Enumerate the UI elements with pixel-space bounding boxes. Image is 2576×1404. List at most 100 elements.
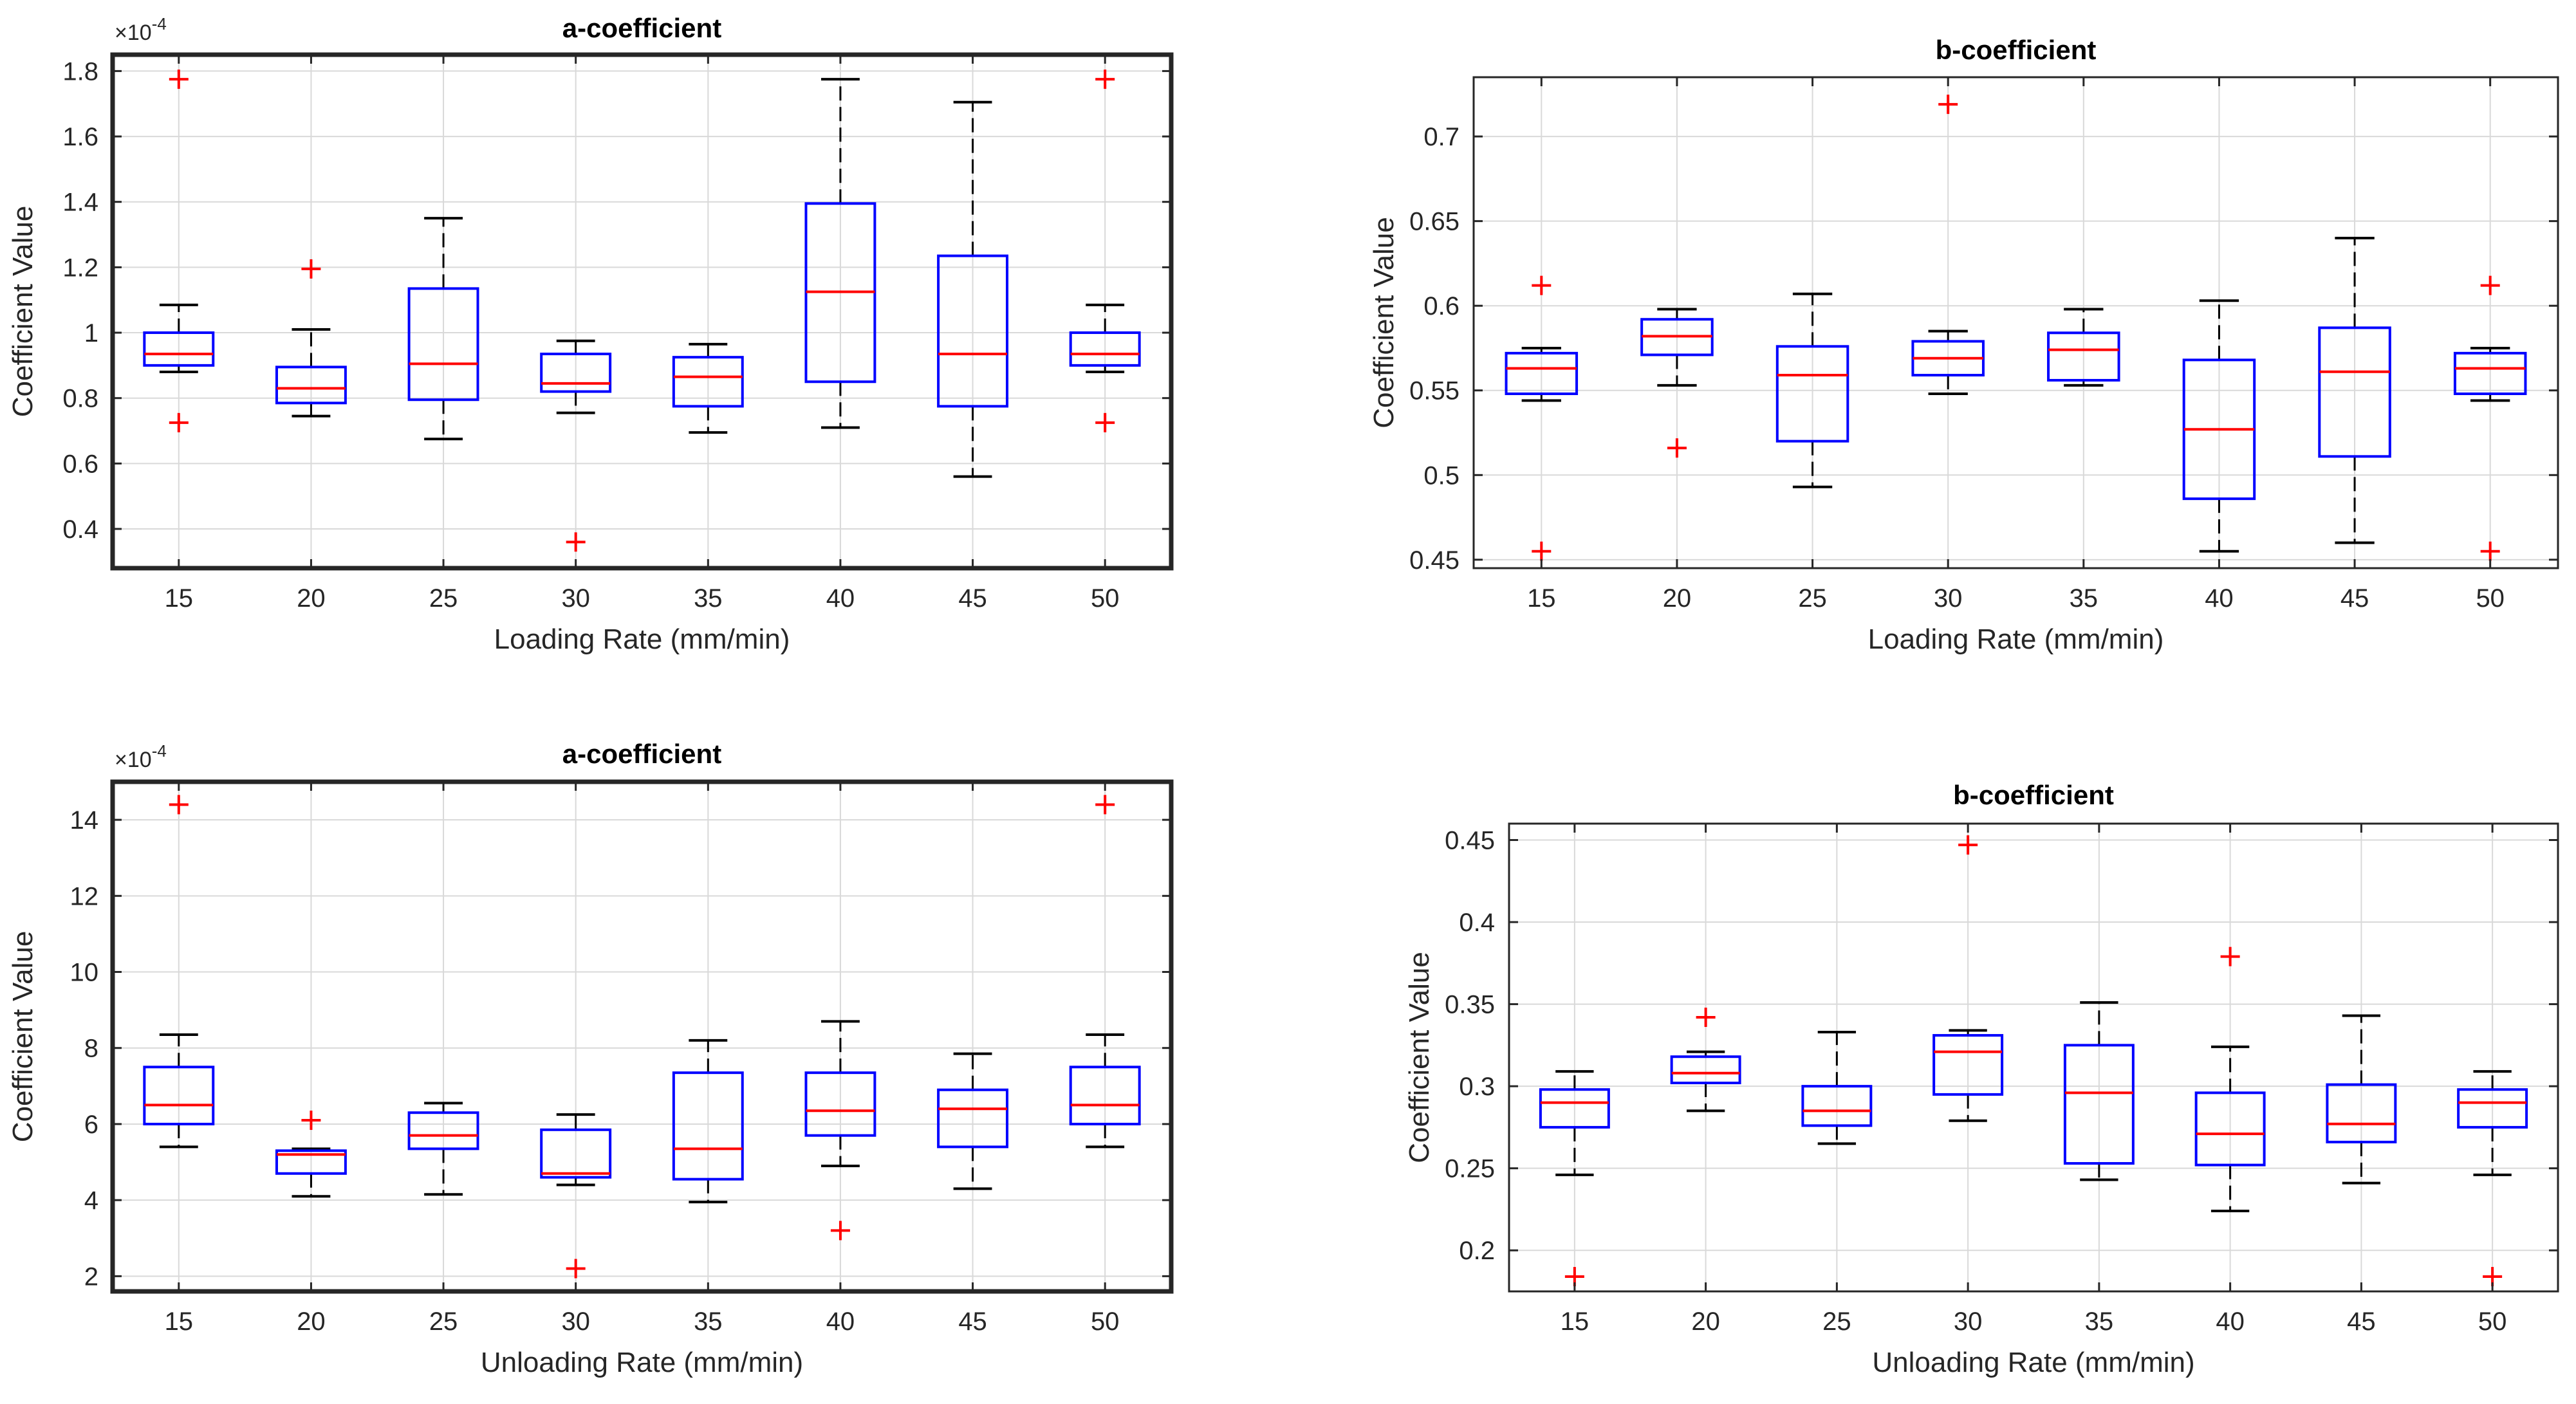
- iqr-box: [143, 331, 215, 367]
- iqr-box: [275, 1149, 347, 1175]
- y-tick-label: 0.6: [62, 450, 98, 478]
- outlier-marker: [2480, 275, 2500, 295]
- x-tick-label: 15: [1561, 1307, 1589, 1336]
- box-25: [1775, 292, 1849, 488]
- y-tick-label: 4: [84, 1187, 98, 1215]
- iqr-box: [672, 356, 744, 408]
- plot-area: [113, 55, 1171, 568]
- box-20: [1670, 1008, 1741, 1113]
- box-40: [2194, 947, 2266, 1213]
- box-30: [1932, 835, 2004, 1122]
- outlier-marker: [169, 795, 189, 815]
- chart-panel-2: 15 20 25 30 35 40 45 50 0.45 0.5 0.55 0.6 0.65 0.7 b-c…: [1368, 35, 2559, 655]
- x-tick-label: 15: [165, 584, 194, 613]
- y-tick-label: 0.35: [1445, 991, 1495, 1019]
- x-axis-label: Unloading Rate (mm/min): [481, 1347, 803, 1378]
- outlier-marker: [1938, 95, 1958, 115]
- box-35: [2063, 1001, 2135, 1181]
- x-tick-label: 20: [297, 1307, 326, 1336]
- x-tick-label: 35: [694, 584, 723, 613]
- chart-panel-1: 15 20 25 30 35 40 45 50 0.4 0.6 0.8 1 1.2 1.4 1.6 1.8 a-…: [7, 13, 1174, 655]
- x-tick-label: 30: [1954, 1307, 1983, 1336]
- box-45: [2318, 236, 2391, 544]
- box-50: [2457, 1070, 2528, 1287]
- outlier-marker: [169, 69, 189, 89]
- box-45: [937, 100, 1009, 478]
- x-tick-label: 15: [1527, 584, 1556, 613]
- y-tick-label: 0.8: [62, 385, 98, 413]
- box-50: [1069, 795, 1141, 1149]
- iqr-box: [672, 1071, 744, 1181]
- box-25: [1801, 1030, 1873, 1145]
- box-15: [1539, 1070, 1610, 1287]
- box-40: [804, 1020, 876, 1241]
- y-tick-label: 0.5: [1423, 461, 1459, 490]
- y-axis-label: Coefficient Value: [1404, 952, 1435, 1163]
- x-tick-label: 50: [2476, 584, 2505, 613]
- box-30: [540, 1113, 612, 1279]
- y-tick-label: 0.65: [1409, 208, 1459, 236]
- outlier-marker: [301, 1111, 321, 1131]
- box-45: [2326, 1014, 2397, 1185]
- iqr-box: [540, 1128, 612, 1179]
- x-tick-label: 25: [429, 1307, 458, 1336]
- x-axis-label: Loading Rate (mm/min): [1868, 623, 2164, 655]
- axis-exponent-label: ×10-4: [115, 14, 167, 45]
- outlier-marker: [2480, 541, 2500, 561]
- x-tick-label: 25: [429, 584, 458, 613]
- axis-exponent-base: ×10: [115, 748, 152, 772]
- iqr-box: [407, 1111, 479, 1150]
- y-tick-label: 0.25: [1445, 1155, 1495, 1183]
- y-axis-label: Coefficient Value: [1368, 217, 1400, 429]
- x-tick-label: 50: [1091, 584, 1120, 613]
- plot-area: [1509, 824, 2558, 1291]
- x-tick-label: 40: [2205, 584, 2234, 613]
- box-25: [407, 217, 479, 441]
- y-tick-label: 0.2: [1459, 1237, 1495, 1265]
- y-tick-label: 0.45: [1445, 827, 1495, 855]
- chart-title: a-coefficient: [562, 13, 721, 43]
- axes-frame: [110, 52, 1174, 571]
- outlier-marker: [2220, 947, 2240, 966]
- x-tick-label: 50: [1091, 1307, 1120, 1336]
- box-35: [672, 1039, 744, 1204]
- iqr-box: [1801, 1085, 1873, 1127]
- axes-frame: [1472, 76, 2559, 569]
- outlier-marker: [1095, 795, 1115, 815]
- y-tick-label: 0.3: [1459, 1073, 1495, 1101]
- y-tick-label: 10: [70, 959, 99, 987]
- plot-area: [1474, 77, 2558, 568]
- iqr-box: [1069, 331, 1141, 367]
- outlier-marker: [301, 259, 321, 279]
- iqr-box: [2194, 1091, 2266, 1167]
- x-axis-label: Loading Rate (mm/min): [494, 623, 790, 655]
- box-40: [804, 78, 876, 429]
- y-tick-label: 0.7: [1423, 123, 1459, 151]
- iqr-box: [937, 254, 1009, 408]
- outlier-marker: [1532, 275, 1552, 295]
- iqr-box: [1670, 1055, 1741, 1085]
- outlier-marker: [169, 412, 189, 432]
- box-15: [143, 795, 215, 1149]
- chart-panel-4: 15 20 25 30 35 40 45 50 0.2 0.25 0.3 0.35 0.4 0.45 b-c…: [1404, 780, 2559, 1378]
- y-tick-label: 6: [84, 1111, 98, 1139]
- iqr-box: [1069, 1066, 1141, 1125]
- axis-exponent-base: ×10: [115, 21, 152, 45]
- box-40: [2182, 299, 2256, 553]
- box-50: [2453, 275, 2527, 561]
- box-15: [1505, 275, 1579, 561]
- x-tick-label: 30: [561, 584, 590, 613]
- x-tick-label: 25: [1798, 584, 1827, 613]
- x-tick-label: 30: [1934, 584, 1963, 613]
- iqr-box: [2326, 1083, 2397, 1143]
- y-tick-label: 0.45: [1409, 546, 1459, 575]
- outlier-marker: [566, 1259, 586, 1279]
- axis-exponent-power: -4: [152, 741, 167, 761]
- iqr-box: [1775, 345, 1849, 443]
- y-tick-label: 8: [84, 1035, 98, 1063]
- iqr-box: [275, 365, 347, 405]
- y-tick-label: 0.55: [1409, 377, 1459, 405]
- chart-panel-3: 15 20 25 30 35 40 45 50 2 4 6 8 10 12 14 a-coefficient U…: [7, 739, 1174, 1378]
- outlier-marker: [566, 532, 586, 552]
